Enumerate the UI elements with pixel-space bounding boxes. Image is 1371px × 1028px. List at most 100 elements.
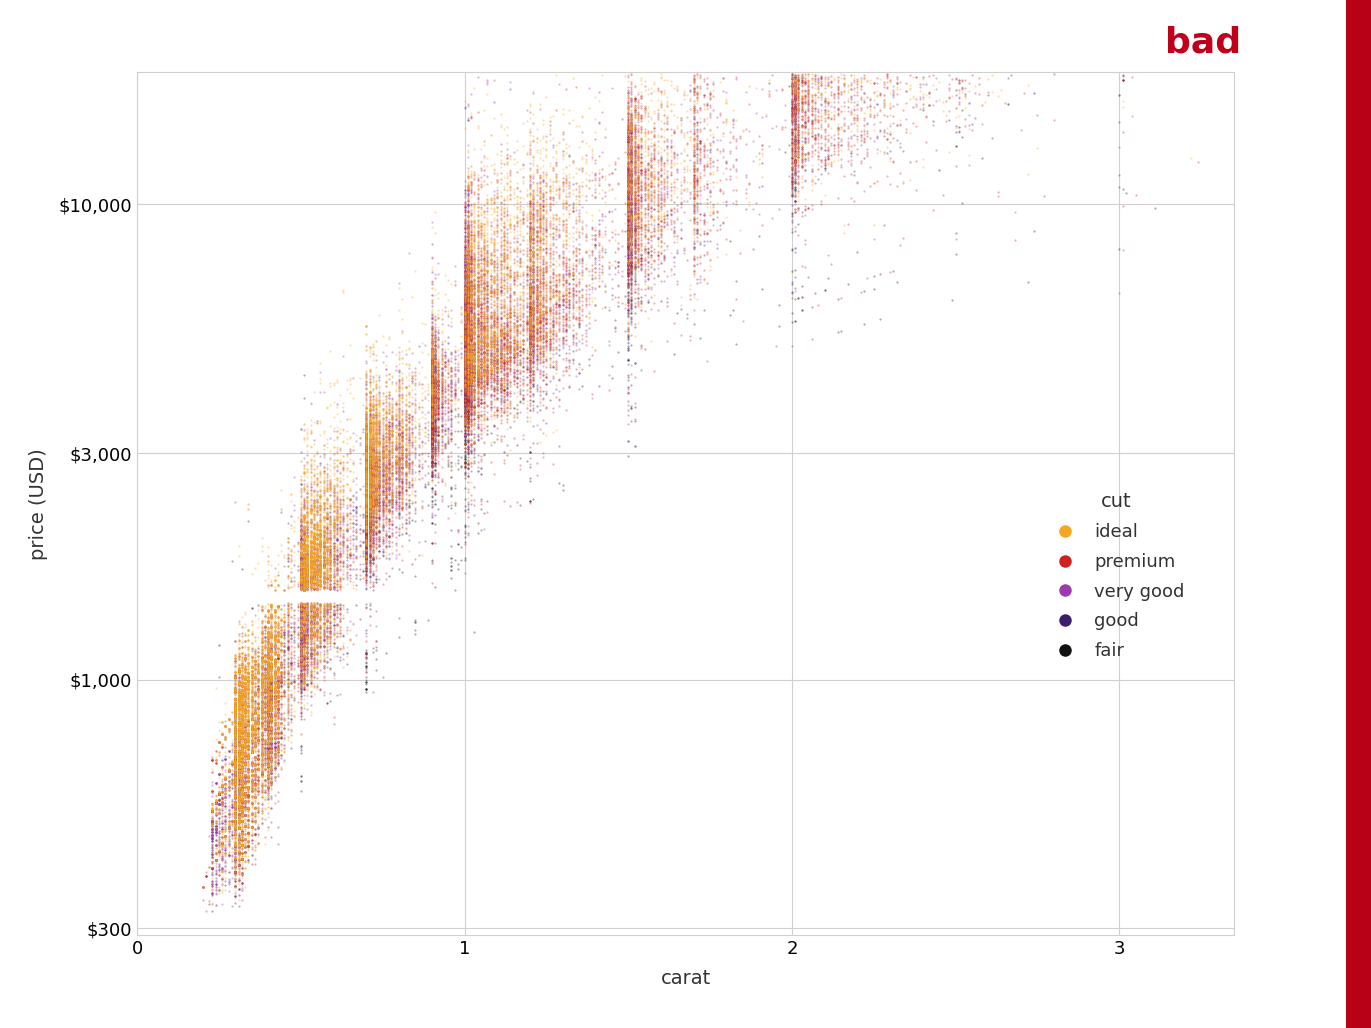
Point bbox=[621, 172, 643, 188]
Point bbox=[457, 284, 478, 300]
Point bbox=[470, 274, 492, 291]
Point bbox=[251, 678, 273, 695]
Point bbox=[225, 691, 247, 707]
Point bbox=[225, 758, 247, 774]
Point bbox=[520, 301, 542, 318]
Point bbox=[230, 656, 252, 672]
Point bbox=[503, 307, 525, 324]
Point bbox=[683, 157, 705, 174]
Point bbox=[457, 205, 478, 221]
Point bbox=[506, 319, 528, 335]
Point bbox=[683, 98, 705, 114]
Point bbox=[303, 554, 325, 571]
Point bbox=[454, 292, 476, 308]
Point bbox=[355, 483, 377, 500]
Point bbox=[225, 708, 247, 725]
Point bbox=[225, 669, 247, 686]
Point bbox=[204, 795, 226, 811]
Point bbox=[230, 707, 252, 724]
Point bbox=[225, 865, 247, 881]
Point bbox=[457, 384, 478, 401]
Point bbox=[378, 513, 400, 529]
Point bbox=[228, 798, 250, 814]
Point bbox=[621, 172, 643, 188]
Point bbox=[202, 783, 223, 800]
Point bbox=[359, 467, 381, 483]
Point bbox=[293, 596, 315, 613]
Point bbox=[631, 226, 653, 243]
Point bbox=[457, 354, 478, 370]
Point bbox=[454, 260, 476, 277]
Point bbox=[260, 657, 282, 673]
Point bbox=[421, 438, 443, 454]
Point bbox=[424, 486, 446, 503]
Point bbox=[457, 345, 478, 362]
Point bbox=[840, 116, 862, 133]
Point bbox=[810, 105, 832, 121]
Point bbox=[365, 423, 387, 439]
Point bbox=[515, 198, 537, 215]
Point bbox=[260, 642, 282, 659]
Point bbox=[424, 405, 446, 421]
Point bbox=[355, 551, 377, 567]
Point bbox=[228, 684, 250, 700]
Point bbox=[617, 220, 639, 236]
Point bbox=[228, 724, 250, 740]
Point bbox=[454, 267, 476, 284]
Point bbox=[457, 220, 478, 236]
Point bbox=[513, 332, 535, 348]
Point bbox=[234, 784, 256, 801]
Point bbox=[440, 314, 462, 330]
Point bbox=[254, 647, 276, 663]
Point bbox=[258, 705, 280, 722]
Point bbox=[385, 463, 407, 479]
Point bbox=[477, 281, 499, 297]
Point bbox=[234, 661, 256, 677]
Point bbox=[558, 203, 580, 219]
Point bbox=[522, 279, 544, 295]
Point bbox=[565, 335, 587, 352]
Point bbox=[359, 512, 381, 528]
Point bbox=[225, 855, 247, 872]
Point bbox=[686, 170, 707, 186]
Point bbox=[872, 144, 894, 160]
Point bbox=[228, 700, 250, 717]
Point bbox=[365, 333, 387, 350]
Point bbox=[310, 533, 332, 549]
Point bbox=[551, 101, 573, 117]
Point bbox=[234, 756, 256, 772]
Point bbox=[228, 684, 250, 700]
Point bbox=[424, 371, 446, 388]
Point bbox=[621, 167, 643, 183]
Point bbox=[605, 265, 627, 282]
Point bbox=[470, 296, 492, 313]
Point bbox=[369, 478, 391, 494]
Point bbox=[228, 794, 250, 810]
Point bbox=[225, 724, 247, 740]
Point bbox=[457, 449, 478, 466]
Point bbox=[221, 741, 243, 758]
Point bbox=[322, 535, 344, 551]
Point bbox=[258, 707, 280, 724]
Point bbox=[251, 624, 273, 640]
Point bbox=[218, 816, 240, 833]
Point bbox=[230, 799, 252, 815]
Point bbox=[263, 739, 285, 756]
Point bbox=[657, 294, 679, 310]
Point bbox=[378, 464, 400, 480]
Point bbox=[289, 628, 311, 645]
Point bbox=[470, 271, 492, 288]
Point bbox=[225, 697, 247, 713]
Point bbox=[834, 115, 856, 132]
Point bbox=[225, 758, 247, 774]
Point bbox=[525, 356, 547, 372]
Point bbox=[258, 602, 280, 619]
Point bbox=[289, 618, 311, 634]
Point bbox=[454, 363, 476, 379]
Point bbox=[457, 283, 478, 299]
Point bbox=[421, 368, 443, 384]
Point bbox=[228, 769, 250, 785]
Point bbox=[470, 352, 492, 368]
Point bbox=[267, 684, 289, 700]
Point bbox=[487, 337, 509, 354]
